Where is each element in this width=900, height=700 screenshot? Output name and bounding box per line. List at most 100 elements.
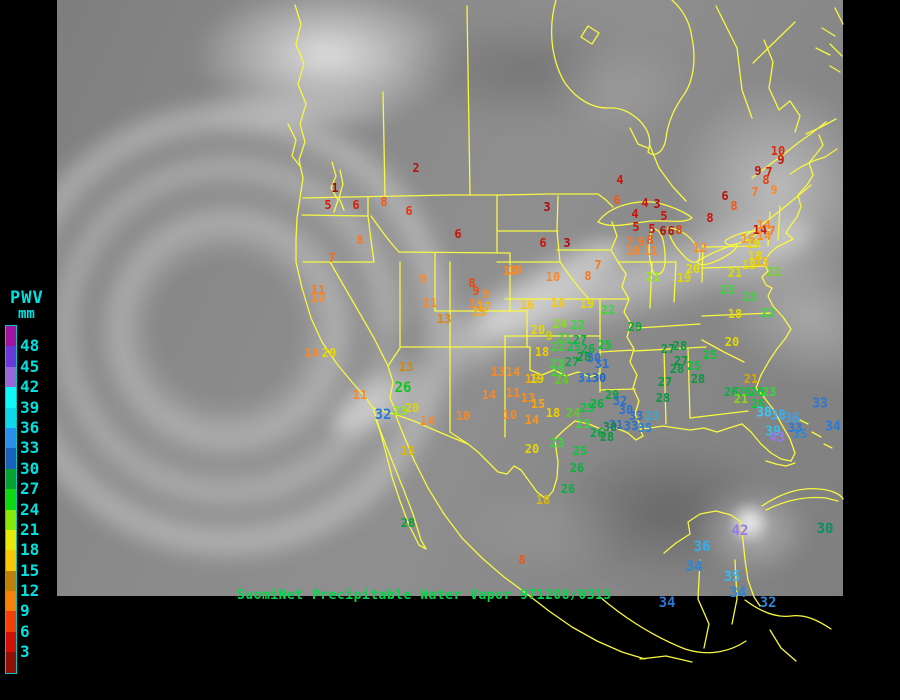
station-value: 14 xyxy=(505,365,521,379)
legend-label: 27 xyxy=(20,479,40,499)
station-value: 13 xyxy=(436,312,452,326)
legend-swatch xyxy=(6,448,16,469)
lake-erie-path xyxy=(696,243,738,266)
legend-title: PWV xyxy=(10,288,44,308)
legend-swatch xyxy=(6,387,16,408)
legend-swatch xyxy=(6,326,16,347)
legend-swatch xyxy=(6,427,16,449)
station-value: 10 xyxy=(455,409,471,423)
legend-row: 3 xyxy=(6,631,30,661)
station-value: 30 xyxy=(602,420,618,434)
legend-unit-label: mm xyxy=(18,306,35,322)
station-value: 4 xyxy=(631,207,639,221)
station-value: 23 xyxy=(575,417,591,431)
legend-row: 18 xyxy=(6,529,39,559)
station-value: 3 xyxy=(543,200,551,214)
station-value: 30 xyxy=(586,351,602,365)
legend-row: 21 xyxy=(6,509,39,539)
cloud-mexico-interior xyxy=(427,470,657,590)
station-value: 14 xyxy=(756,218,772,232)
station-value: 31 xyxy=(594,357,610,371)
image-caption: SuomiNet Precipitable Water Vapor 971208… xyxy=(237,588,612,603)
station-value: 9 xyxy=(770,183,778,197)
station-value: 16 xyxy=(550,296,566,310)
station-value: 6 xyxy=(721,189,729,203)
station-value: 23 xyxy=(742,290,758,304)
gulf-coast-path xyxy=(554,420,743,441)
station-value: 26 xyxy=(736,385,752,399)
station-value: 13 xyxy=(398,360,414,374)
puget-sound-path xyxy=(330,161,345,213)
station-value: 19 xyxy=(529,372,545,386)
station-value: 39 xyxy=(765,424,781,440)
station-value: 3 xyxy=(653,197,661,211)
lake-ontario-path xyxy=(724,230,759,246)
station-value: 6 xyxy=(454,227,462,241)
legend-swatch xyxy=(6,509,16,530)
legend-row: 27 xyxy=(6,468,39,498)
florida-path xyxy=(741,387,796,462)
quebec-labrador-borders-path xyxy=(715,5,801,133)
pwv-legend: PWV mm 48 45 42 39 36 33 30 27 24 21 18 15 12 9 6 3 xyxy=(4,288,44,674)
station-value: 28 xyxy=(690,372,706,386)
east-coast-path xyxy=(755,134,824,389)
station-value: 18 xyxy=(727,307,743,321)
station-value: 20 xyxy=(321,346,337,360)
lake-michigan-path xyxy=(648,227,666,276)
station-value: 23 xyxy=(644,409,660,423)
legend-row: 42 xyxy=(6,366,39,396)
station-value: 29 xyxy=(627,320,643,334)
station-value: 24 xyxy=(552,317,568,331)
legend-label: 39 xyxy=(20,397,40,417)
station-value: 21 xyxy=(766,265,782,279)
station-value: 20 xyxy=(685,262,701,276)
lake-superior-path xyxy=(597,201,693,227)
station-value: 26 xyxy=(750,397,766,411)
station-value: 8 xyxy=(518,553,526,567)
station-value: 7 xyxy=(751,185,759,199)
legend-swatch xyxy=(6,468,16,490)
station-value: 11 xyxy=(422,296,438,310)
station-value: 24 xyxy=(565,406,581,420)
cloud-pacific-spiral xyxy=(57,70,487,590)
legend-swatch xyxy=(6,489,16,510)
legend-row: 45 xyxy=(6,346,39,376)
station-value: 28 xyxy=(576,350,592,364)
station-value: 8 xyxy=(675,223,683,237)
station-value: 25 xyxy=(597,338,613,352)
legend-label: 18 xyxy=(20,540,40,560)
station-value: 10 xyxy=(507,263,523,277)
station-value: 35 xyxy=(723,569,741,585)
station-value: 28 xyxy=(655,391,671,405)
station-value: 23 xyxy=(392,404,408,418)
station-value: 9 xyxy=(777,153,785,167)
bahamas-path xyxy=(799,419,833,449)
station-value: 12 xyxy=(692,241,708,255)
station-value: 18 xyxy=(545,406,561,420)
station-value: 8 xyxy=(380,195,388,209)
station-value: 5 xyxy=(660,209,668,223)
station-value: 43 xyxy=(769,430,785,446)
station-value: 27 xyxy=(657,375,673,389)
legend-row: 24 xyxy=(6,489,39,519)
satellite-image xyxy=(57,0,843,596)
legend-label: 48 xyxy=(20,336,40,356)
cloud-hudson-haze xyxy=(527,20,707,150)
station-value: 7 xyxy=(594,258,602,272)
legend-label: 30 xyxy=(20,458,40,478)
station-value: 28 xyxy=(669,362,685,376)
station-value: 13 xyxy=(520,391,536,405)
legend-label: 6 xyxy=(20,621,30,641)
station-value: 16 xyxy=(740,232,756,246)
legend-swatch xyxy=(6,591,16,612)
station-value: 7 xyxy=(765,165,773,179)
us-canada-border-path xyxy=(302,193,614,208)
station-value: 21 xyxy=(556,331,572,345)
pwv-colorbar: 48 45 42 39 36 33 30 27 24 21 18 15 12 9 6 3 xyxy=(5,325,39,674)
station-value: 11 xyxy=(468,297,484,311)
station-value: 10 xyxy=(502,264,518,278)
station-value: 8 xyxy=(468,276,476,290)
station-value: 20 xyxy=(530,323,546,337)
